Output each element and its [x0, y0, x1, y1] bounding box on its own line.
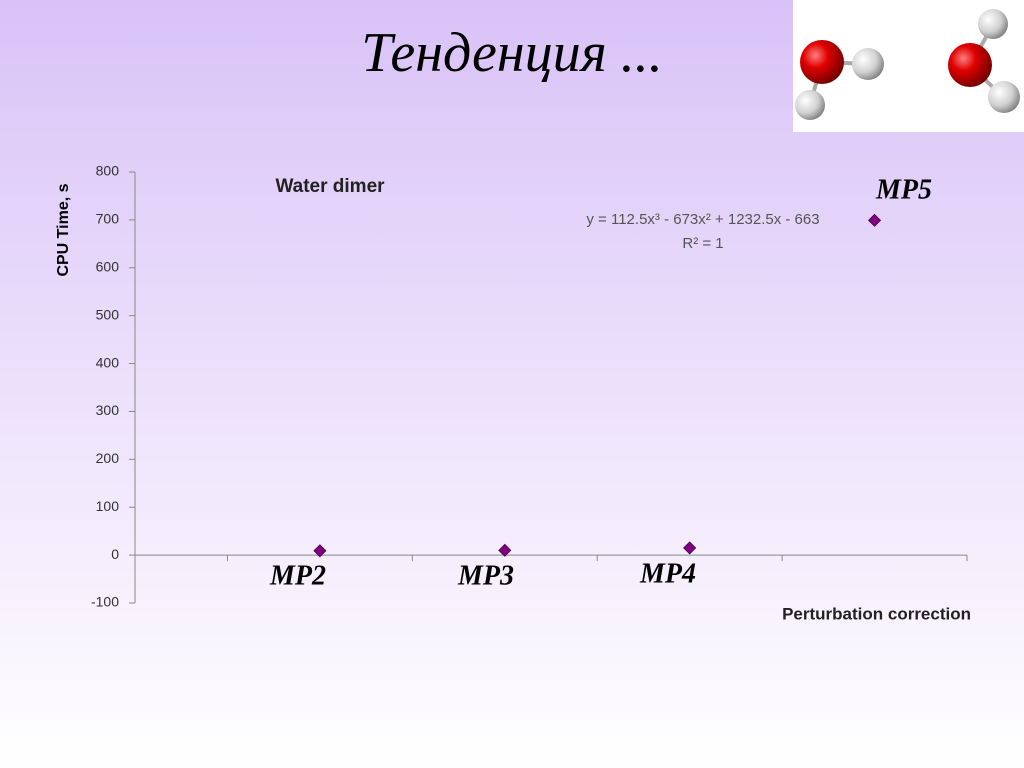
molecule-image — [793, 0, 1024, 132]
point-label: MP3 — [457, 560, 514, 591]
y-tick-label: 100 — [96, 498, 120, 514]
point-label: MP5 — [875, 174, 932, 205]
y-tick-label: 800 — [96, 163, 120, 179]
x-axis-label: Perturbation correction — [782, 604, 971, 623]
y-tick-label: 0 — [111, 546, 119, 562]
point-label: MP4 — [639, 558, 696, 589]
point — [867, 213, 882, 227]
y-axis-label: CPU Time, s — [55, 183, 72, 276]
r-squared: R² = 1 — [682, 235, 723, 252]
point — [313, 544, 327, 558]
point-label: MP2 — [269, 560, 326, 591]
y-tick-label: 500 — [96, 306, 120, 322]
y-tick-label: 400 — [96, 354, 120, 370]
y-tick-label: 700 — [96, 211, 120, 227]
y-tick-label: -100 — [91, 594, 119, 610]
point — [683, 541, 697, 555]
point — [498, 543, 512, 557]
y-tick-label: 600 — [96, 258, 120, 274]
chart-title: Water dimer — [275, 176, 385, 197]
trendline-equation: y = 112.5x³ - 673x² + 1232.5x - 663 — [586, 211, 819, 228]
y-tick-label: 200 — [96, 450, 120, 466]
slide-title: Тенденция ... — [361, 22, 662, 84]
y-tick-label: 300 — [96, 402, 120, 418]
